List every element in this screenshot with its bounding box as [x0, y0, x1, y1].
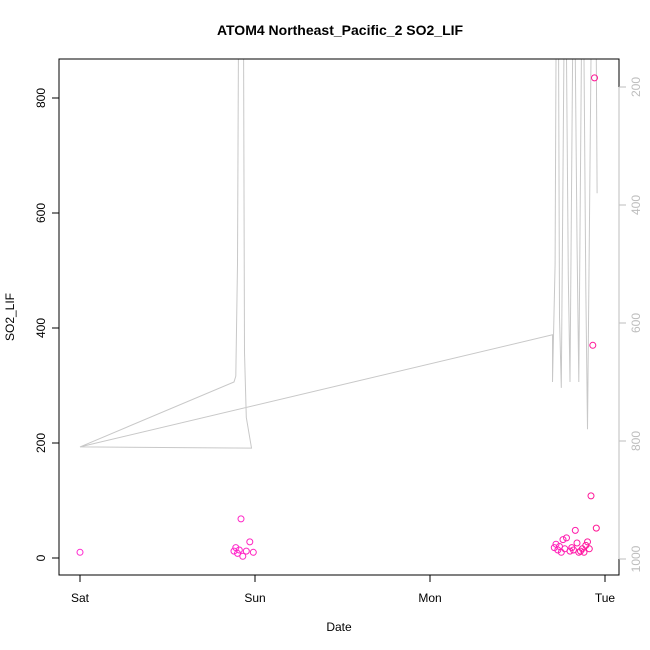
x-axis-label: Date — [326, 620, 352, 634]
data-point — [591, 74, 598, 82]
data-point — [575, 548, 583, 556]
data-point — [559, 536, 567, 544]
data-point — [592, 524, 600, 532]
y2-tick-label: 400 — [629, 195, 643, 215]
data-point — [589, 341, 597, 349]
y2-axis: 200 400 600 800 1000 — [618, 77, 643, 572]
y2-tick-label: 1000 — [629, 545, 643, 572]
data-point — [246, 538, 254, 546]
data-point — [237, 515, 245, 523]
y2-tick-label: 800 — [629, 431, 643, 451]
data-point — [584, 538, 591, 546]
y-tick-label: 800 — [34, 88, 48, 108]
y-axis-label: SO2_LIF — [3, 293, 17, 341]
chart-title: ATOM4 Northeast_Pacific_2 SO2_LIF — [217, 22, 464, 38]
data-point — [577, 547, 584, 555]
data-point — [582, 541, 590, 549]
data-point — [242, 547, 250, 555]
x-tick-label: Tue — [595, 591, 616, 605]
data-point — [239, 552, 247, 560]
x-axis: Sat Sun Mon Tue — [71, 574, 616, 605]
data-point — [557, 548, 565, 556]
data-point — [235, 546, 243, 554]
y-tick-label: 400 — [34, 318, 48, 338]
data-point — [566, 547, 574, 555]
y-tick-label: 600 — [34, 203, 48, 223]
data-point — [585, 545, 593, 553]
data-point — [573, 539, 581, 547]
x-tick-label: Sun — [244, 591, 265, 605]
y2-tick-label: 600 — [629, 313, 643, 333]
data-point — [249, 548, 257, 556]
data-point — [550, 544, 558, 552]
plot-frame — [58, 58, 620, 576]
y-axis: 0 200 400 600 800 — [34, 88, 60, 561]
plot-content — [76, 59, 600, 560]
data-point — [76, 548, 84, 556]
data-point — [554, 546, 562, 554]
y-tick-label: 0 — [34, 554, 48, 561]
y2-tick-label: 200 — [629, 77, 643, 97]
data-point — [230, 547, 238, 555]
x-tick-label: Mon — [418, 591, 441, 605]
y-tick-label: 200 — [34, 433, 48, 453]
x-tick-label: Sat — [71, 591, 90, 605]
data-point — [234, 549, 241, 557]
data-point — [587, 492, 595, 500]
data-point — [571, 526, 579, 534]
data-point — [580, 548, 588, 556]
series-line — [79, 59, 598, 449]
data-point — [563, 534, 570, 542]
